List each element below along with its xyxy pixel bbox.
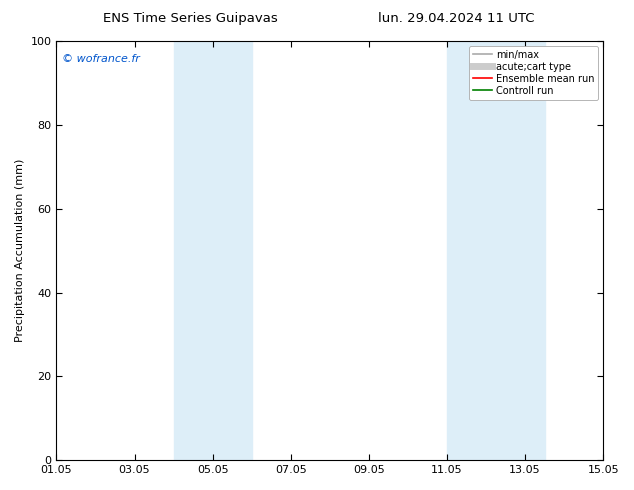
Bar: [447, 41, 545, 460]
Text: lun. 29.04.2024 11 UTC: lun. 29.04.2024 11 UTC: [378, 12, 534, 25]
Text: ENS Time Series Guipavas: ENS Time Series Guipavas: [103, 12, 278, 25]
Y-axis label: Precipitation Accumulation (mm): Precipitation Accumulation (mm): [15, 159, 25, 343]
Text: © wofrance.fr: © wofrance.fr: [62, 53, 139, 64]
Bar: [174, 41, 252, 460]
Legend: min/max, acute;cart type, Ensemble mean run, Controll run: min/max, acute;cart type, Ensemble mean …: [469, 46, 598, 99]
